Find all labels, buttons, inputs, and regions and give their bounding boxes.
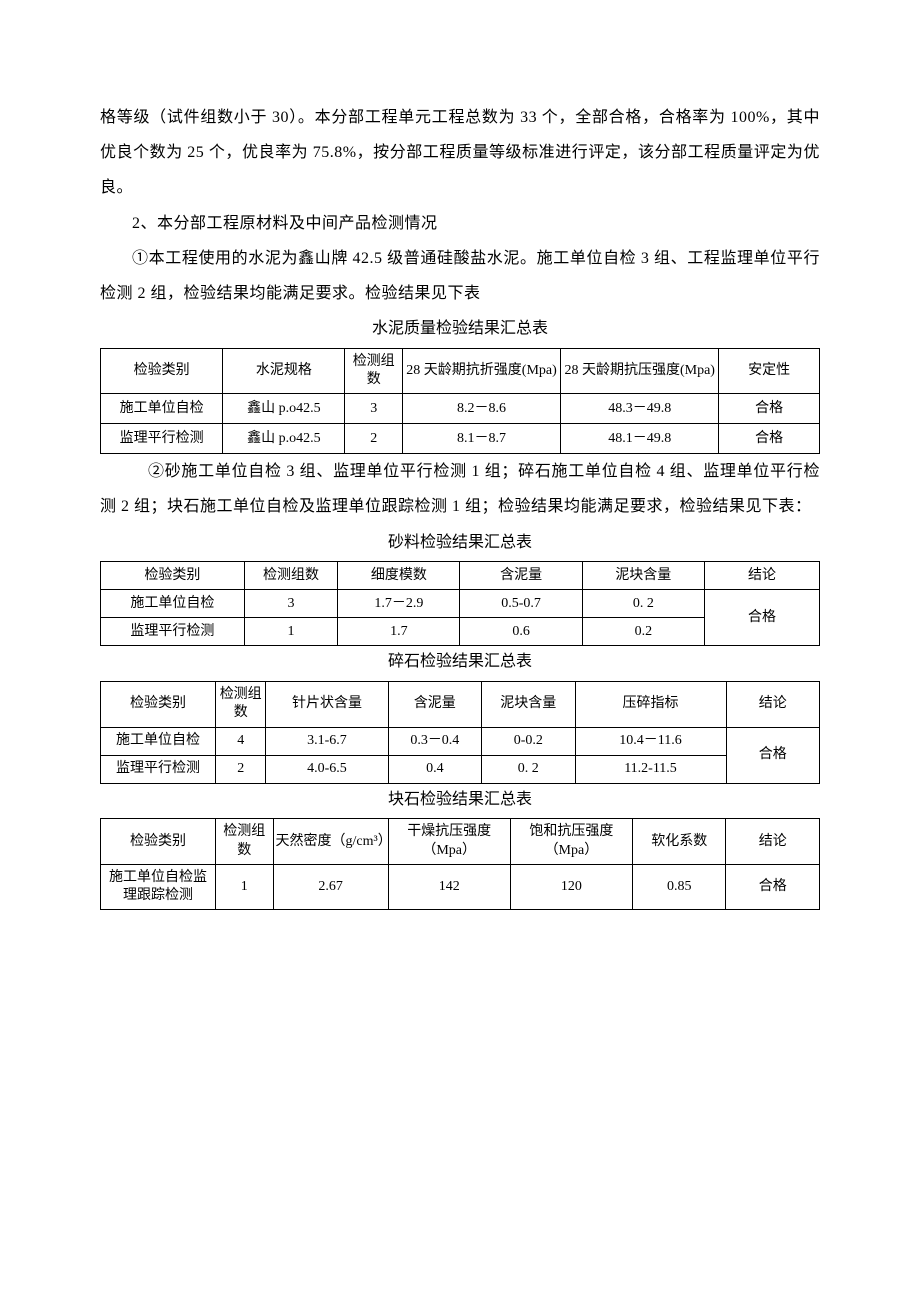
table-row: 施工单位自检监理跟踪检测 1 2.67 142 120 0.85 合格: [101, 864, 820, 909]
paragraph-4: ②砂施工单位自检 3 组、监理单位平行检测 1 组；碎石施工单位自检 4 组、监…: [100, 454, 820, 524]
th: 泥块含量: [482, 682, 575, 727]
paragraph-3: ①本工程使用的水泥为鑫山牌 42.5 级普通硅酸盐水泥。施工单位自检 3 组、工…: [100, 241, 820, 311]
td: 合格: [726, 864, 820, 909]
td: 0. 2: [482, 755, 575, 783]
td: 监理平行检测: [101, 424, 223, 454]
td: 1: [244, 618, 337, 646]
td: 施工单位自检: [101, 394, 223, 424]
table-row: 检验类别 检测组数 天然密度（g/cm³） 干燥抗压强度（Mpa） 饱和抗压强度…: [101, 819, 820, 864]
td: 1.7－2.9: [338, 590, 460, 618]
td: 鑫山 p.o42.5: [223, 394, 345, 424]
td: 1: [216, 864, 274, 909]
th: 针片状含量: [266, 682, 388, 727]
table-gravel: 检验类别 检测组数 针片状含量 含泥量 泥块含量 压碎指标 结论 施工单位自检 …: [100, 681, 820, 783]
th: 28 天龄期抗折强度(Mpa): [402, 348, 560, 393]
table-row: 监理平行检测 鑫山 p.o42.5 2 8.1－8.7 48.1－49.8 合格: [101, 424, 820, 454]
td: 0.85: [633, 864, 726, 909]
th: 检验类别: [101, 682, 216, 727]
paragraph-2: 2、本分部工程原材料及中间产品检测情况: [100, 206, 820, 241]
th: 检验类别: [101, 348, 223, 393]
table-row: 监理平行检测 2 4.0-6.5 0.4 0. 2 11.2-11.5: [101, 755, 820, 783]
th: 天然密度（g/cm³）: [273, 819, 388, 864]
th: 安定性: [719, 348, 820, 393]
td: 0.4: [388, 755, 481, 783]
table-block-stone: 检验类别 检测组数 天然密度（g/cm³） 干燥抗压强度（Mpa） 饱和抗压强度…: [100, 818, 820, 910]
table3-title: 碎石检验结果汇总表: [100, 648, 820, 677]
th: 检验类别: [101, 819, 216, 864]
td: 4: [216, 727, 266, 755]
table-row: 检验类别 检测组数 针片状含量 含泥量 泥块含量 压碎指标 结论: [101, 682, 820, 727]
th: 压碎指标: [575, 682, 726, 727]
table1-title: 水泥质量检验结果汇总表: [100, 315, 820, 344]
th: 检测组数: [345, 348, 403, 393]
td: 10.4－11.6: [575, 727, 726, 755]
td: 3: [345, 394, 403, 424]
table-sand: 检验类别 检测组数 细度模数 含泥量 泥块含量 结论 施工单位自检 3 1.7－…: [100, 561, 820, 646]
td: 8.2－8.6: [402, 394, 560, 424]
th: 检测组数: [216, 682, 266, 727]
th: 28 天龄期抗压强度(Mpa): [561, 348, 719, 393]
th: 结论: [704, 562, 819, 590]
th: 水泥规格: [223, 348, 345, 393]
td: 0.6: [460, 618, 582, 646]
th: 干燥抗压强度（Mpa）: [388, 819, 510, 864]
table-row: 施工单位自检 3 1.7－2.9 0.5-0.7 0. 2 合格: [101, 590, 820, 618]
td: 施工单位自检监理跟踪检测: [101, 864, 216, 909]
td: 合格: [719, 424, 820, 454]
td: 2: [216, 755, 266, 783]
th: 细度模数: [338, 562, 460, 590]
td: 监理平行检测: [101, 755, 216, 783]
th: 泥块含量: [582, 562, 704, 590]
td: 48.1－49.8: [561, 424, 719, 454]
paragraph-1: 格等级（试件组数小于 30）。本分部工程单元工程总数为 33 个，全部合格，合格…: [100, 100, 820, 206]
th: 检测组数: [216, 819, 274, 864]
td: 施工单位自检: [101, 727, 216, 755]
td: 监理平行检测: [101, 618, 245, 646]
td: 11.2-11.5: [575, 755, 726, 783]
th: 检测组数: [244, 562, 337, 590]
td: 鑫山 p.o42.5: [223, 424, 345, 454]
table4-title: 块石检验结果汇总表: [100, 786, 820, 815]
table-row: 检验类别 检测组数 细度模数 含泥量 泥块含量 结论: [101, 562, 820, 590]
td: 2.67: [273, 864, 388, 909]
td: 8.1－8.7: [402, 424, 560, 454]
td: 0.2: [582, 618, 704, 646]
td-conclusion: 合格: [704, 590, 819, 646]
table-row: 施工单位自检 鑫山 p.o42.5 3 8.2－8.6 48.3－49.8 合格: [101, 394, 820, 424]
td: 48.3－49.8: [561, 394, 719, 424]
th: 结论: [726, 682, 820, 727]
td: 120: [510, 864, 632, 909]
th: 含泥量: [388, 682, 481, 727]
td: 0-0.2: [482, 727, 575, 755]
table-cement: 检验类别 水泥规格 检测组数 28 天龄期抗折强度(Mpa) 28 天龄期抗压强…: [100, 348, 820, 454]
th: 软化系数: [633, 819, 726, 864]
th: 结论: [726, 819, 820, 864]
td: 142: [388, 864, 510, 909]
td: 4.0-6.5: [266, 755, 388, 783]
th: 饱和抗压强度（Mpa）: [510, 819, 632, 864]
td: 0.3－0.4: [388, 727, 481, 755]
table-row: 施工单位自检 4 3.1-6.7 0.3－0.4 0-0.2 10.4－11.6…: [101, 727, 820, 755]
td: 3: [244, 590, 337, 618]
th: 含泥量: [460, 562, 582, 590]
td: 0.5-0.7: [460, 590, 582, 618]
td: 施工单位自检: [101, 590, 245, 618]
table-row: 检验类别 水泥规格 检测组数 28 天龄期抗折强度(Mpa) 28 天龄期抗压强…: [101, 348, 820, 393]
td: 0. 2: [582, 590, 704, 618]
table2-title: 砂料检验结果汇总表: [100, 529, 820, 558]
td: 1.7: [338, 618, 460, 646]
td-conclusion: 合格: [726, 727, 820, 783]
td: 3.1-6.7: [266, 727, 388, 755]
th: 检验类别: [101, 562, 245, 590]
td: 合格: [719, 394, 820, 424]
td: 2: [345, 424, 403, 454]
